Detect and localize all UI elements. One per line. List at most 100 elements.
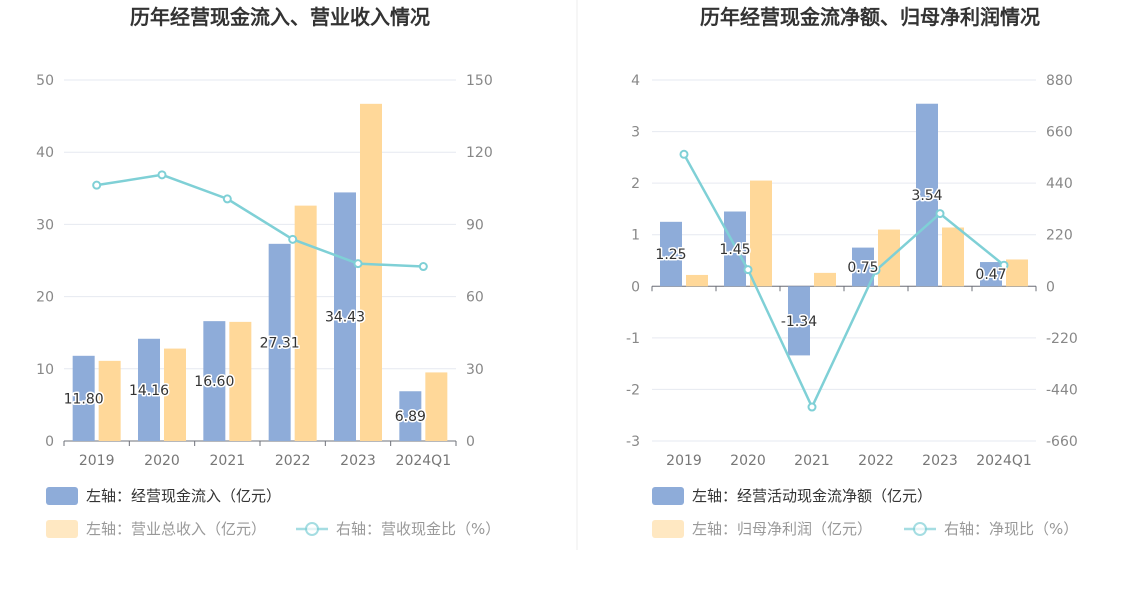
bar-secondary — [425, 372, 448, 441]
bar-secondary — [360, 103, 382, 442]
bar-data-label: 1.45 — [719, 242, 750, 258]
left-axis-tick: -3 — [626, 434, 640, 450]
legend-label: 右轴：营收现金比（%） — [336, 520, 500, 538]
line-series — [96, 173, 424, 268]
line-point — [935, 209, 945, 219]
right-axis-tick: 880 — [1046, 73, 1073, 89]
right-axis-tick: 660 — [1046, 125, 1073, 141]
chart-title: 历年经营现金流入、营业收入情况 — [130, 5, 430, 29]
left-axis-tick: 0 — [631, 279, 640, 295]
line-point — [353, 259, 363, 269]
bar-primary — [724, 211, 746, 287]
line-point — [679, 149, 689, 159]
bar-primary — [334, 192, 356, 441]
bar-primary — [788, 286, 810, 356]
left-axis-tick: -1 — [626, 331, 640, 347]
x-axis-label: 2024Q1 — [976, 453, 1032, 469]
bar-secondary — [750, 180, 772, 287]
bar-data-label: 1.25 — [655, 247, 686, 263]
line-point — [222, 194, 232, 204]
left-axis-tick: 0 — [45, 434, 54, 450]
bar-primary — [980, 262, 1002, 287]
bar-secondary — [98, 360, 121, 441]
x-axis-label: 2023 — [922, 453, 958, 469]
right-axis-tick: 0 — [1046, 279, 1055, 295]
bar-data-label: 0.47 — [975, 267, 1006, 283]
line-point — [871, 265, 881, 275]
x-axis-label: 2019 — [79, 453, 115, 469]
bar-secondary — [229, 321, 252, 441]
bar-primary — [72, 355, 95, 441]
left-axis-tick: 50 — [36, 73, 54, 89]
x-axis-label: 2022 — [858, 453, 894, 469]
bar-secondary — [1006, 259, 1028, 287]
legend-swatch-primary — [652, 487, 684, 505]
legend-swatch-point — [913, 522, 927, 536]
bar-primary — [138, 338, 160, 441]
bar-data-label: 11.80 — [64, 391, 104, 407]
bar-primary — [660, 221, 682, 287]
left-axis-tick: -2 — [626, 382, 640, 398]
legend-swatch-point — [305, 522, 319, 536]
bar-primary — [203, 321, 226, 441]
left-axis-tick: 10 — [36, 362, 54, 378]
bar-data-label: -1.34 — [781, 314, 817, 330]
bar-data-label: 27.31 — [260, 335, 300, 351]
x-axis-label: 2019 — [666, 453, 702, 469]
x-axis-label: 2024Q1 — [396, 453, 452, 469]
legend-swatch-primary — [46, 487, 78, 505]
x-axis-label: 2023 — [340, 453, 376, 469]
line-series — [682, 153, 1005, 410]
x-axis-label: 2021 — [210, 453, 246, 469]
legend-label: 左轴：营业总收入（亿元） — [86, 520, 266, 538]
left-axis-tick: 20 — [36, 290, 54, 306]
left-axis-tick: 30 — [36, 217, 54, 233]
right-axis-tick: 120 — [466, 145, 493, 161]
bar-data-label: 3.54 — [911, 188, 942, 204]
chart-title: 历年经营现金流净额、归母净利润情况 — [700, 5, 1040, 29]
legend-label: 右轴：净现比（%） — [944, 520, 1078, 538]
legend-label: 左轴：经营现金流入（亿元） — [86, 487, 281, 505]
legend-label: 左轴：归母净利润（亿元） — [692, 520, 872, 538]
bar-primary — [916, 103, 938, 287]
right-axis-tick: -440 — [1046, 382, 1078, 398]
bar-secondary — [814, 272, 836, 287]
line-point — [807, 402, 817, 412]
left-axis-tick: 4 — [631, 73, 640, 89]
line-point — [92, 180, 102, 190]
x-axis-label: 2020 — [144, 453, 180, 469]
bar-primary — [268, 243, 291, 441]
right-axis-tick: 0 — [466, 434, 475, 450]
x-axis-label: 2022 — [275, 453, 311, 469]
chart-netcash-profit: 历年经营现金流净额、归母净利润情况 -3 -2 -1 0 1 2 3 4 -660 -440 -22… — [626, 5, 1078, 538]
chart-cashflow-revenue: 历年经营现金流入、营业收入情况 0 10 20 30 40 50 0 30 60 90 120 150… — [36, 5, 500, 538]
right-axis-tick: 30 — [466, 362, 484, 378]
x-axis-label: 2021 — [794, 453, 830, 469]
bar-primary — [852, 247, 874, 287]
bar-secondary — [294, 205, 317, 441]
bar-secondary — [164, 348, 186, 441]
left-axis-tick: 2 — [631, 176, 640, 192]
line-point — [743, 265, 753, 275]
bar-secondary — [942, 227, 964, 287]
right-axis-tick: -220 — [1046, 331, 1078, 347]
bar-primary — [399, 391, 422, 441]
right-axis-tick: -660 — [1046, 434, 1078, 450]
left-axis-tick: 1 — [631, 228, 640, 244]
right-axis-tick: 440 — [1046, 176, 1073, 192]
legend-swatch-secondary — [46, 520, 78, 538]
left-axis-tick: 3 — [631, 125, 640, 141]
line-point — [418, 262, 428, 272]
bar-data-label: 6.89 — [395, 409, 426, 425]
bar-data-label: 14.16 — [129, 383, 169, 399]
right-axis-tick: 60 — [466, 290, 484, 306]
right-axis-tick: 220 — [1046, 228, 1073, 244]
legend-label: 左轴：经营活动现金流净额（亿元） — [692, 487, 932, 505]
left-axis-tick: 40 — [36, 145, 54, 161]
x-axis-label: 2020 — [730, 453, 766, 469]
bar-data-label: 16.60 — [194, 374, 234, 390]
line-point — [288, 234, 298, 244]
line-point — [157, 170, 167, 180]
